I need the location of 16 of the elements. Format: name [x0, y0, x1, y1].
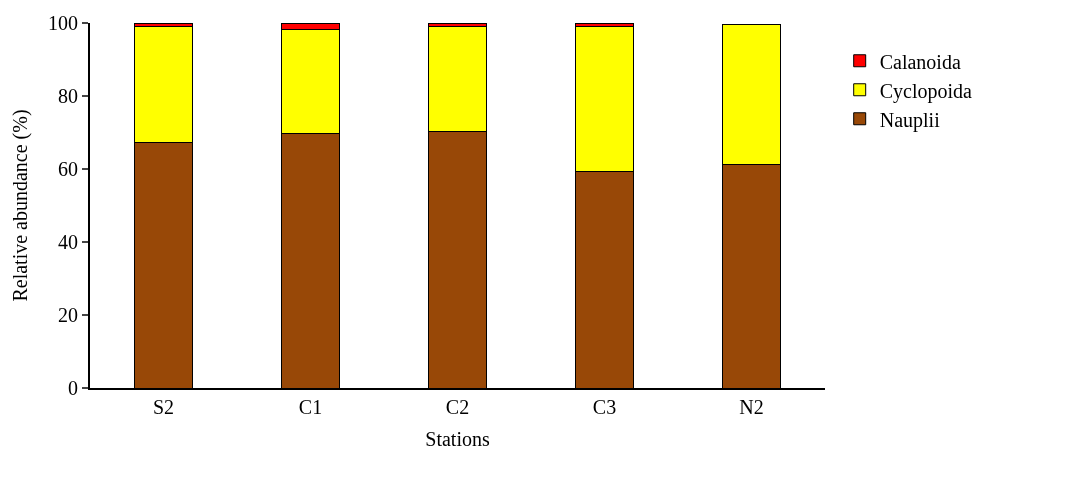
- x-tick-label: C3: [592, 396, 617, 418]
- legend-label: Cyclopoida: [879, 79, 973, 103]
- y-tick-label: 60: [58, 158, 78, 180]
- legend-label: Calanoida: [879, 50, 961, 73]
- y-axis-title: Relative abundance (%): [9, 109, 32, 302]
- legend-label: Nauplii: [879, 108, 941, 132]
- y-tick-label: 0: [68, 377, 78, 399]
- x-axis-title: Stations: [425, 428, 490, 450]
- y-tick-label: 20: [58, 304, 78, 326]
- x-tick-label: C1: [298, 396, 323, 418]
- y-tick-label: 80: [58, 85, 78, 107]
- y-tick-label: 100: [48, 12, 78, 34]
- x-tick-label: N2: [739, 396, 764, 418]
- y-tick-label: 40: [58, 231, 78, 253]
- x-tick-label: C2: [445, 396, 470, 418]
- x-tick-label: S2: [152, 396, 175, 418]
